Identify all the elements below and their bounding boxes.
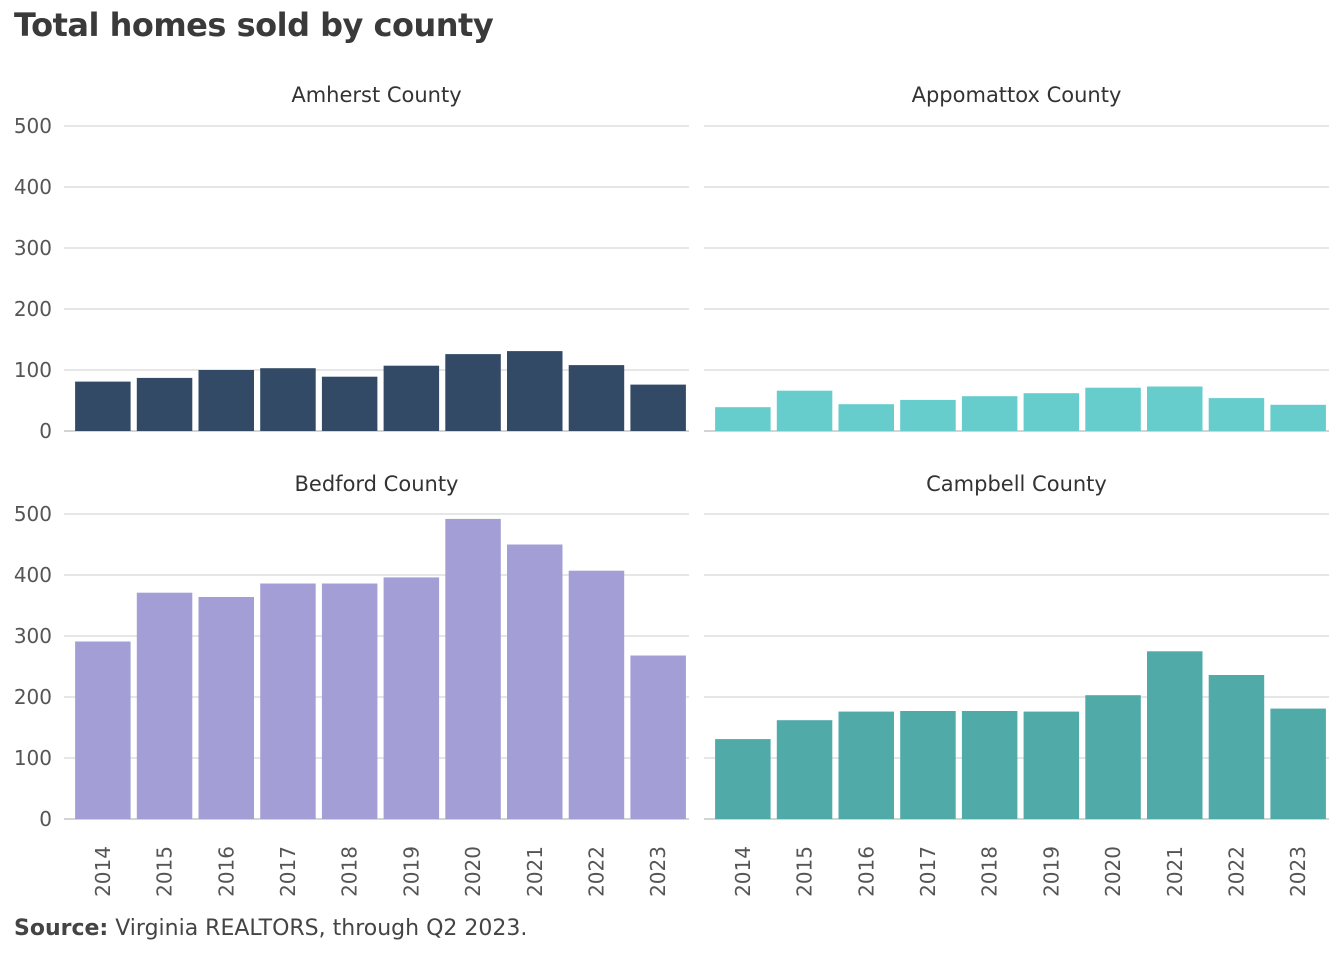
x-tick-label: 2020: [1101, 846, 1125, 897]
bar: [568, 365, 625, 431]
x-tick-label: 2017: [916, 846, 940, 897]
bar: [383, 365, 440, 431]
panel-title: Amherst County: [291, 83, 461, 107]
y-tick-label: 200: [14, 685, 52, 709]
bar: [776, 390, 833, 431]
y-tick-label: 100: [14, 358, 52, 382]
bar: [630, 655, 686, 819]
source-note: Source: Virginia REALTORS, through Q2 20…: [14, 916, 527, 941]
y-tick-label: 400: [14, 175, 52, 199]
x-tick-label: 2021: [523, 846, 547, 897]
x-tick-label: 2020: [461, 846, 485, 897]
bar: [198, 597, 254, 819]
chart-panel: Appomattox County: [704, 83, 1329, 432]
bar: [1270, 708, 1326, 819]
y-tick-label: 0: [39, 419, 52, 443]
source-label: Source:: [14, 916, 109, 941]
chart-panel: Campbell County 2014 2015 2016 2017 2018 2019 2…: [704, 472, 1329, 897]
bar: [383, 577, 440, 819]
x-tick-label: 2022: [1224, 846, 1248, 897]
bar: [1147, 386, 1203, 431]
bar: [715, 739, 771, 819]
bar: [321, 376, 378, 431]
chart-panel: 0 100 200 300 400 500 Amherst County: [14, 83, 689, 443]
x-tick-label: 2014: [731, 846, 755, 897]
bar: [445, 354, 501, 431]
y-tick-label: 400: [14, 563, 52, 587]
bar: [776, 720, 833, 819]
y-tick-label: 0: [39, 807, 52, 831]
x-tick-label: 2014: [91, 846, 115, 897]
bar: [1085, 695, 1141, 819]
y-tick-label: 500: [14, 114, 52, 138]
chart-panel: 0 100 200 300 400 500 Bedford County 2014 2015 20…: [14, 472, 689, 897]
x-tick-label: 2023: [646, 846, 670, 897]
chart-title: Total homes sold by county: [14, 6, 494, 44]
bar: [260, 368, 316, 431]
bar: [715, 407, 771, 431]
bar: [1208, 398, 1265, 431]
bar: [1085, 387, 1141, 431]
panel-title: Campbell County: [926, 472, 1107, 496]
x-tick-label: 2018: [338, 846, 362, 897]
bar: [75, 641, 131, 819]
x-tick-label: 2022: [584, 846, 608, 897]
x-tick-label: 2015: [793, 846, 817, 897]
bar: [900, 711, 956, 819]
bar: [961, 711, 1018, 819]
x-tick-label: 2017: [276, 846, 300, 897]
bar: [1023, 393, 1080, 431]
bar: [900, 399, 956, 431]
y-tick-label: 300: [14, 624, 52, 648]
y-tick-label: 500: [14, 502, 52, 526]
bar: [507, 544, 563, 819]
bar: [1270, 404, 1326, 431]
x-tick-label: 2019: [399, 846, 423, 897]
bar: [568, 570, 625, 819]
bar: [838, 404, 894, 431]
bar: [838, 711, 894, 819]
bar: [445, 518, 501, 819]
panel-title: Bedford County: [295, 472, 459, 496]
source-text: Virginia REALTORS, through Q2 2023.: [115, 916, 528, 941]
x-tick-label: 2015: [153, 846, 177, 897]
panel-title: Appomattox County: [912, 83, 1122, 107]
x-tick-label: 2018: [978, 846, 1002, 897]
small-multiples-chart: 0 100 200 300 400 500 Amherst County Appomattox…: [14, 83, 1329, 897]
x-tick-label: 2023: [1286, 846, 1310, 897]
bar: [321, 583, 378, 819]
bar: [136, 592, 193, 819]
x-tick-label: 2016: [854, 846, 878, 897]
bar: [961, 396, 1018, 431]
bar: [136, 377, 193, 431]
bar: [630, 384, 686, 431]
bar: [1023, 711, 1080, 819]
x-tick-label: 2021: [1163, 846, 1187, 897]
bar: [260, 583, 316, 819]
bar: [198, 370, 254, 431]
y-tick-label: 300: [14, 236, 52, 260]
bar: [1147, 651, 1203, 820]
x-tick-label: 2016: [214, 846, 238, 897]
y-tick-label: 200: [14, 297, 52, 321]
bar: [507, 351, 563, 431]
bar: [1208, 675, 1265, 819]
y-tick-label: 100: [14, 746, 52, 770]
bar: [75, 381, 131, 431]
x-tick-label: 2019: [1039, 846, 1063, 897]
